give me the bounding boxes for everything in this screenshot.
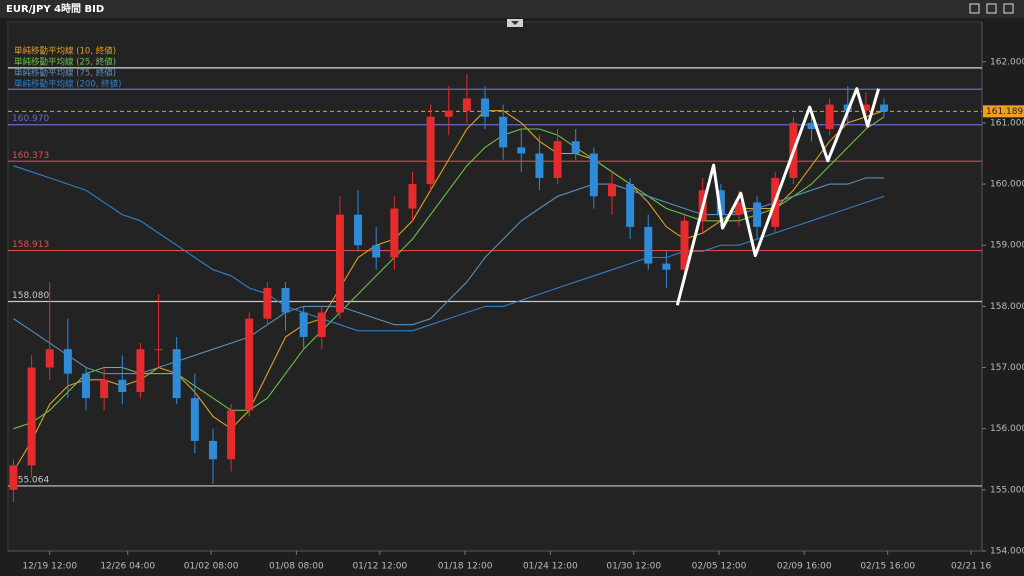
x-tick-label: 02/05 12:00 bbox=[692, 562, 747, 572]
collapse-arrow bbox=[511, 21, 519, 25]
close-button[interactable] bbox=[1003, 3, 1014, 14]
legend-entry: 単純移動平均線 (10, 終値) bbox=[14, 46, 116, 57]
candle-body bbox=[63, 349, 72, 374]
x-tick-label: 02/09 16:00 bbox=[777, 562, 832, 572]
candle-body bbox=[118, 379, 127, 392]
x-tick-label: 01/18 12:00 bbox=[438, 562, 493, 572]
moving-average-line bbox=[13, 165, 885, 332]
maximize-button[interactable] bbox=[986, 3, 997, 14]
x-tick-label: 12/26 04:00 bbox=[100, 562, 155, 572]
candle-body bbox=[753, 202, 762, 227]
candle-body bbox=[589, 153, 598, 197]
candle-body bbox=[354, 214, 363, 246]
y-tick-label: 160.000 bbox=[990, 180, 1024, 190]
candle-body bbox=[335, 214, 344, 313]
candle-body bbox=[9, 465, 18, 490]
level-label: 155.064 bbox=[12, 475, 49, 485]
level-label: 160.970 bbox=[12, 114, 49, 124]
candle-body bbox=[517, 147, 526, 154]
candle-body bbox=[154, 349, 163, 351]
candle-body bbox=[825, 104, 834, 130]
candle-body bbox=[481, 98, 490, 117]
y-tick-label: 161.000 bbox=[990, 118, 1024, 128]
candle-body bbox=[408, 184, 417, 209]
chart-layer: 154.000 155.000 156.000 157.000 158.000 159.0… bbox=[8, 46, 1024, 572]
candle-body bbox=[208, 440, 217, 460]
candle-body bbox=[281, 288, 290, 313]
last-price-label: 161.189 bbox=[986, 107, 1023, 117]
level-label: 158.080 bbox=[12, 291, 49, 301]
candle-body bbox=[27, 367, 36, 466]
candle-body bbox=[861, 104, 870, 111]
x-tick-label: 01/02 08:00 bbox=[184, 562, 239, 572]
candle-body bbox=[190, 398, 199, 441]
candle-body bbox=[299, 312, 308, 337]
candle-body bbox=[807, 122, 816, 130]
y-tick-label: 162.000 bbox=[990, 57, 1024, 67]
level-label: 158.913 bbox=[12, 240, 49, 250]
chart-title: EUR/JPY 4時間 BID bbox=[6, 2, 104, 15]
candle-body bbox=[462, 98, 471, 111]
candle-body bbox=[372, 245, 381, 258]
legend-entry: 単純移動平均線 (75, 終値) bbox=[14, 68, 116, 79]
candle-body bbox=[81, 373, 90, 399]
x-tick-label: 02/21 16 bbox=[951, 562, 992, 572]
candle-body bbox=[100, 379, 109, 399]
y-tick-label: 156.000 bbox=[990, 424, 1024, 434]
candle-body bbox=[626, 184, 635, 227]
candle-body bbox=[734, 202, 743, 215]
y-tick-label: 157.000 bbox=[990, 363, 1024, 373]
candle-body bbox=[535, 153, 544, 178]
legend-entry: 単純移動平均線 (200, 終値) bbox=[14, 79, 121, 90]
y-tick-label: 159.000 bbox=[990, 241, 1024, 251]
last-price-tag bbox=[983, 105, 1024, 118]
candle-body bbox=[245, 318, 254, 411]
candle-body bbox=[263, 288, 272, 319]
candle-body bbox=[680, 220, 689, 270]
zigzag-drawing bbox=[675, 87, 881, 306]
candle-body bbox=[499, 116, 508, 148]
help-button[interactable] bbox=[969, 3, 980, 14]
candle-body bbox=[45, 349, 54, 368]
x-tick-label: 01/08 08:00 bbox=[269, 562, 324, 572]
x-tick-label: 02/15 16:00 bbox=[860, 562, 915, 572]
candle-body bbox=[227, 410, 236, 460]
candle-body bbox=[136, 349, 145, 392]
plot-area bbox=[7, 21, 983, 552]
y-tick-label: 158.000 bbox=[990, 302, 1024, 312]
candle-body bbox=[553, 141, 562, 178]
x-tick-label: 01/12 12:00 bbox=[352, 562, 407, 572]
candle-body bbox=[317, 312, 326, 337]
candle-body bbox=[426, 116, 435, 185]
level-label: 160.373 bbox=[12, 151, 49, 161]
y-tick-label: 154.000 bbox=[990, 547, 1024, 557]
legend-entry: 単純移動平均線 (25, 終値) bbox=[14, 57, 116, 68]
candle-body bbox=[644, 226, 653, 264]
title-bar bbox=[0, 0, 1024, 18]
x-tick-label: 01/24 12:00 bbox=[523, 562, 578, 572]
candle-body bbox=[607, 184, 616, 197]
x-tick-label: 01/30 12:00 bbox=[606, 562, 661, 572]
candle-body bbox=[444, 110, 453, 117]
candle-body bbox=[390, 208, 399, 258]
candle-body bbox=[172, 349, 181, 399]
candle-body bbox=[662, 263, 671, 270]
x-tick-label: 12/19 12:00 bbox=[22, 562, 77, 572]
candle-body bbox=[880, 104, 889, 112]
candle-body bbox=[571, 141, 580, 154]
candle-body bbox=[716, 190, 725, 215]
y-tick-label: 155.000 bbox=[990, 485, 1024, 495]
